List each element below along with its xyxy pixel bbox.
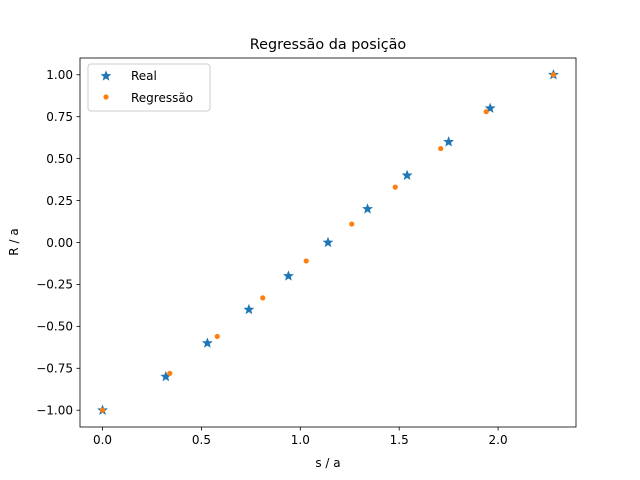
y-axis: −1.00 −0.75 −0.50 −0.25 0.00 0.25 0.50 0.75 1.00 [36,68,80,418]
regressao-point [214,333,220,340]
regressao-point [550,72,557,78]
regressao-point [349,221,355,227]
y-tick-label: −0.75 [36,362,73,376]
legend: Real Regressão [87,63,211,112]
regressao-point [392,184,398,190]
y-tick-label: −0.25 [36,278,73,292]
x-tick-label: 2.0 [489,433,508,447]
legend-entry-regressao: Regressão [103,91,193,105]
series-real [97,69,559,415]
regressao-point [260,295,266,301]
y-tick-label: 0.75 [46,110,73,124]
series-regressao [99,72,557,413]
real-point [443,136,455,147]
y-axis-label: R / a [7,228,21,255]
regressao-point [483,109,489,115]
regressao-point [438,145,444,152]
data-marks [97,69,559,415]
y-tick-label: 0.25 [46,194,73,208]
legend-label-regressao: Regressão [131,91,193,105]
legend-marker-real [100,70,112,81]
x-tick-label: 0.0 [93,433,112,447]
x-tick-label: 0.5 [192,433,211,447]
y-tick-label: 0.00 [46,236,73,250]
legend-frame [87,63,211,112]
real-point [283,270,294,281]
x-axis: 0.0 0.5 1.0 1.5 2.0 [93,427,508,447]
y-tick-label: 0.50 [46,152,73,166]
x-tick-label: 1.0 [291,433,310,447]
legend-entry-real: Real [100,69,157,83]
real-point [322,236,334,248]
real-point [401,169,413,181]
real-point [362,203,373,214]
x-axis-label: s / a [315,456,340,470]
y-tick-label: 1.00 [46,68,73,82]
chart-title: Regressão da posição [250,37,407,53]
y-tick-label: −1.00 [36,404,73,418]
regressao-point [99,407,106,413]
real-point [243,303,255,315]
legend-label-real: Real [131,69,157,83]
legend-marker-regressao [103,94,109,100]
y-tick-label: −0.50 [36,320,73,334]
real-point [201,337,213,348]
regressao-point [303,258,309,264]
x-tick-label: 1.5 [390,433,409,447]
regressao-point [167,370,173,376]
real-point [484,102,496,113]
